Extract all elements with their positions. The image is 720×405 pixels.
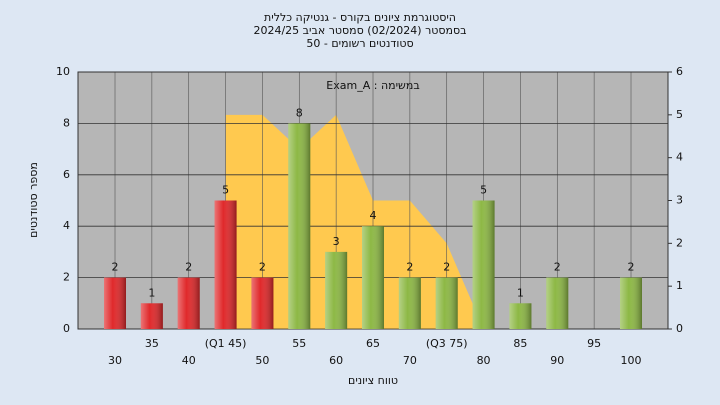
bar-shade (620, 277, 642, 329)
bar-shade (140, 303, 163, 329)
y-tick-label: 6 (63, 168, 70, 181)
x-tick-label: 30 (108, 354, 122, 367)
y2-tick-label: 5 (676, 108, 683, 121)
chart-subtitle: בסמסטר (02/2024) סמסטר אביב 2024/25 (253, 24, 466, 37)
bar-shade (362, 226, 384, 329)
y2-tick-label: 4 (676, 151, 683, 164)
value-label: 5 (480, 184, 487, 197)
y-axis-label: מספר סטודנטים (27, 162, 40, 238)
y2-tick-label: 2 (676, 236, 683, 249)
bar-shade (104, 277, 126, 329)
y2-tick-label: 3 (676, 194, 683, 207)
value-label: 1 (148, 286, 155, 299)
y2-tick-label: 1 (676, 279, 683, 292)
bar-shade (214, 200, 237, 329)
value-label: 2 (259, 261, 266, 274)
chart-title: היסטוגרמת ציונים בקורס - גנטיקה כללית (264, 11, 456, 24)
bar-shade (251, 277, 274, 329)
x-axis-label: טווח ציונים (348, 374, 398, 387)
y2-tick-label: 0 (676, 322, 683, 335)
x-tick-label: 55 (292, 337, 306, 350)
value-label: 1 (517, 286, 524, 299)
value-label: 2 (185, 261, 192, 274)
value-label: 2 (554, 261, 561, 274)
x-tick-label: 85 (513, 337, 527, 350)
y-tick-label: 10 (56, 65, 70, 78)
x-tick-label: 50 (255, 354, 269, 367)
x-tick-label: 100 (621, 354, 642, 367)
x-tick-label: 90 (550, 354, 564, 367)
y-tick-label: 0 (63, 322, 70, 335)
bar-shade (288, 123, 311, 330)
bar-shade (325, 251, 348, 329)
y-tick-label: 4 (63, 219, 70, 232)
value-label: 2 (443, 261, 450, 274)
y2-tick-label: 6 (676, 65, 683, 78)
y-tick-label: 2 (63, 271, 70, 284)
x-tick-label: 35 (145, 337, 159, 350)
x-tick-label: 65 (366, 337, 380, 350)
bar-shade (435, 277, 458, 329)
bar-shade (546, 277, 569, 329)
value-label: 4 (370, 209, 377, 222)
x-tick-label: 95 (587, 337, 601, 350)
value-label: 5 (222, 184, 229, 197)
x-tick-label: 40 (182, 354, 196, 367)
x-tick-label: 80 (477, 354, 491, 367)
value-label: 3 (333, 235, 340, 248)
x-tick-label: (Q1 45) (205, 337, 247, 350)
bar-shade (398, 277, 421, 329)
value-label: 8 (296, 106, 303, 119)
value-label: 2 (112, 261, 119, 274)
x-tick-label: (Q3 75) (426, 337, 468, 350)
value-label: 2 (406, 261, 413, 274)
x-tick-label: 60 (329, 354, 343, 367)
chart-subtitle: סטודנטים רשומים - 50 (306, 37, 413, 50)
x-tick-label: 70 (403, 354, 417, 367)
value-label: 2 (628, 261, 635, 274)
y-tick-label: 8 (63, 116, 70, 129)
bar-shade (509, 303, 532, 329)
bar-shade (472, 200, 495, 329)
bar-shade (177, 277, 200, 329)
